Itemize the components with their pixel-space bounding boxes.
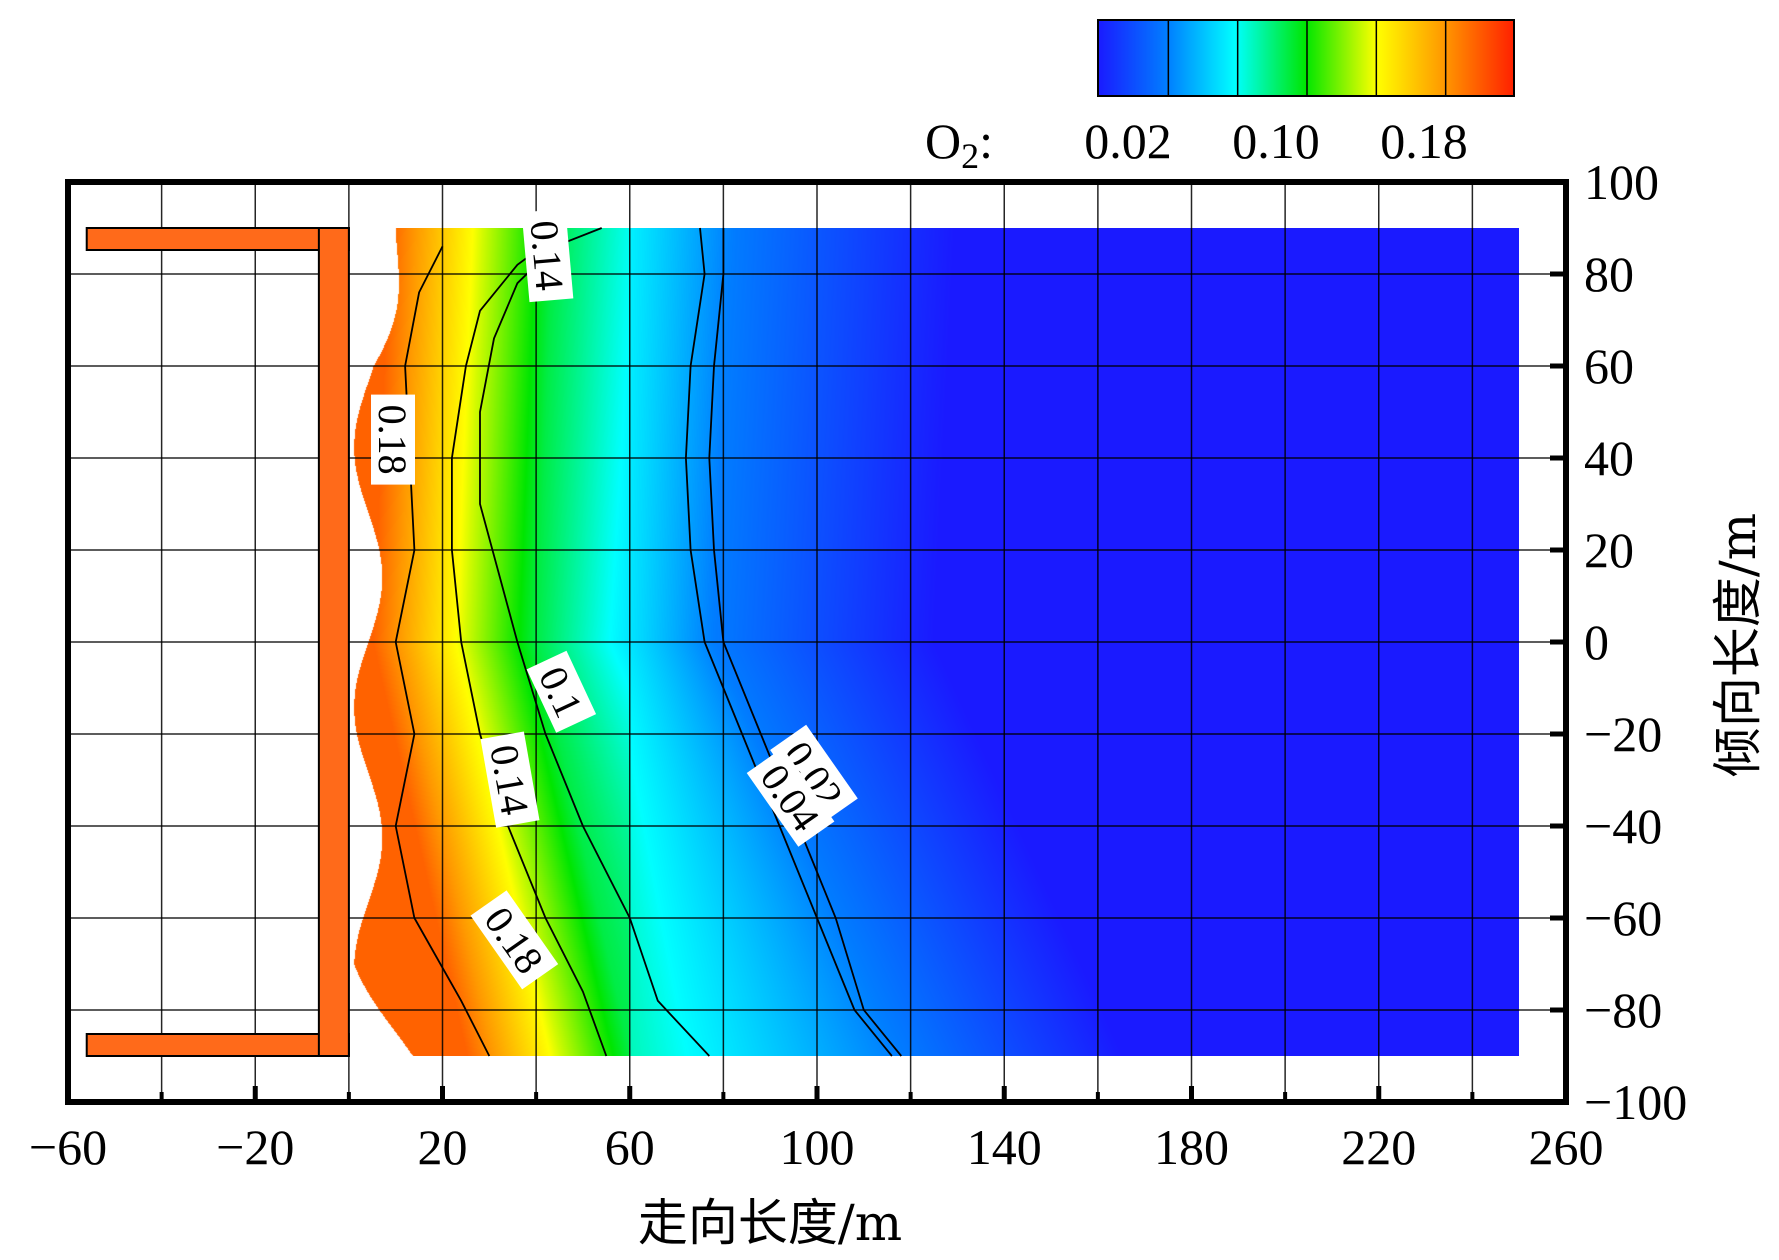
x-tick-label: 180 [1154, 1119, 1229, 1175]
y-tick-label: 20 [1584, 522, 1634, 578]
colorbar-gradient [1097, 19, 1515, 97]
y-axis-title: 倾向长度/m [1709, 513, 1767, 777]
y-tick-label: −40 [1584, 798, 1662, 854]
x-axis-title: 走向长度/m [638, 1194, 902, 1252]
y-tick-label: 100 [1584, 154, 1659, 210]
x-tick-label: 260 [1529, 1119, 1604, 1175]
x-tick-label: −20 [216, 1119, 294, 1175]
contour-label-text: 0.18 [370, 405, 415, 475]
contour-label-bg [526, 650, 597, 733]
contour-label-bg [470, 890, 559, 990]
contour-label-bg [521, 208, 574, 303]
y-tick-label: −20 [1584, 706, 1662, 762]
gob-face-band [317, 227, 350, 1057]
contour-label: 0.18 [370, 394, 416, 485]
colorbar-variable-label: O2: [925, 113, 993, 176]
colorbar-variable-suffix: : [979, 113, 993, 169]
gob-region [85, 227, 350, 1057]
y-tick-label: −100 [1584, 1074, 1687, 1130]
contour-label-bg [746, 747, 835, 847]
colorbar-variable-subscript: 2 [961, 136, 979, 176]
y-tick-label: 0 [1584, 614, 1609, 670]
axis-ticks: −60 −20 20 60 100 140 180 220 260 100 80 60 40 20 0 −20… [29, 154, 1687, 1175]
y-tick-label: 60 [1584, 338, 1634, 394]
contour-label-bg [480, 731, 540, 828]
contour-lines [394, 227, 902, 1057]
x-tick-label: −60 [29, 1119, 107, 1175]
y-tick-label: −80 [1584, 982, 1662, 1038]
x-tick-label: 20 [418, 1119, 468, 1175]
contour-0.18 [394, 245, 491, 1057]
colorbar-tick-label: 0.18 [1380, 113, 1468, 169]
colorbar-variable-base: O [925, 113, 961, 169]
y-tick-label: 40 [1584, 430, 1634, 486]
gob-bottom-band [85, 1033, 350, 1057]
contour-0.02 [684, 227, 893, 1057]
x-tick-label: 220 [1341, 1119, 1416, 1175]
colorbar-tick-labels: 0.02 0.10 0.18 [1084, 113, 1468, 169]
y-tick-label: −60 [1584, 890, 1662, 946]
x-tick-label: 140 [967, 1119, 1042, 1175]
contour-label-bg [770, 724, 858, 824]
colorbar-dividers [1167, 20, 1447, 96]
contour-0.1 [479, 227, 710, 1057]
contour-0.14 [451, 236, 608, 1057]
x-tick-label: 60 [605, 1119, 655, 1175]
contour-label-bg [371, 394, 416, 485]
colorbar-tick-label: 0.02 [1084, 113, 1172, 169]
colorbar: O2: 0.02 0.10 0.18 [925, 19, 1515, 176]
contour-label: 0.14 [521, 208, 574, 303]
y-tick-label: 80 [1584, 246, 1634, 302]
contour-0.04 [708, 228, 902, 1057]
x-tick-label: 100 [780, 1119, 855, 1175]
colorbar-tick-label: 0.10 [1232, 113, 1320, 169]
contour-label-text: 0.14 [522, 219, 573, 293]
gob-top-band [85, 227, 350, 251]
